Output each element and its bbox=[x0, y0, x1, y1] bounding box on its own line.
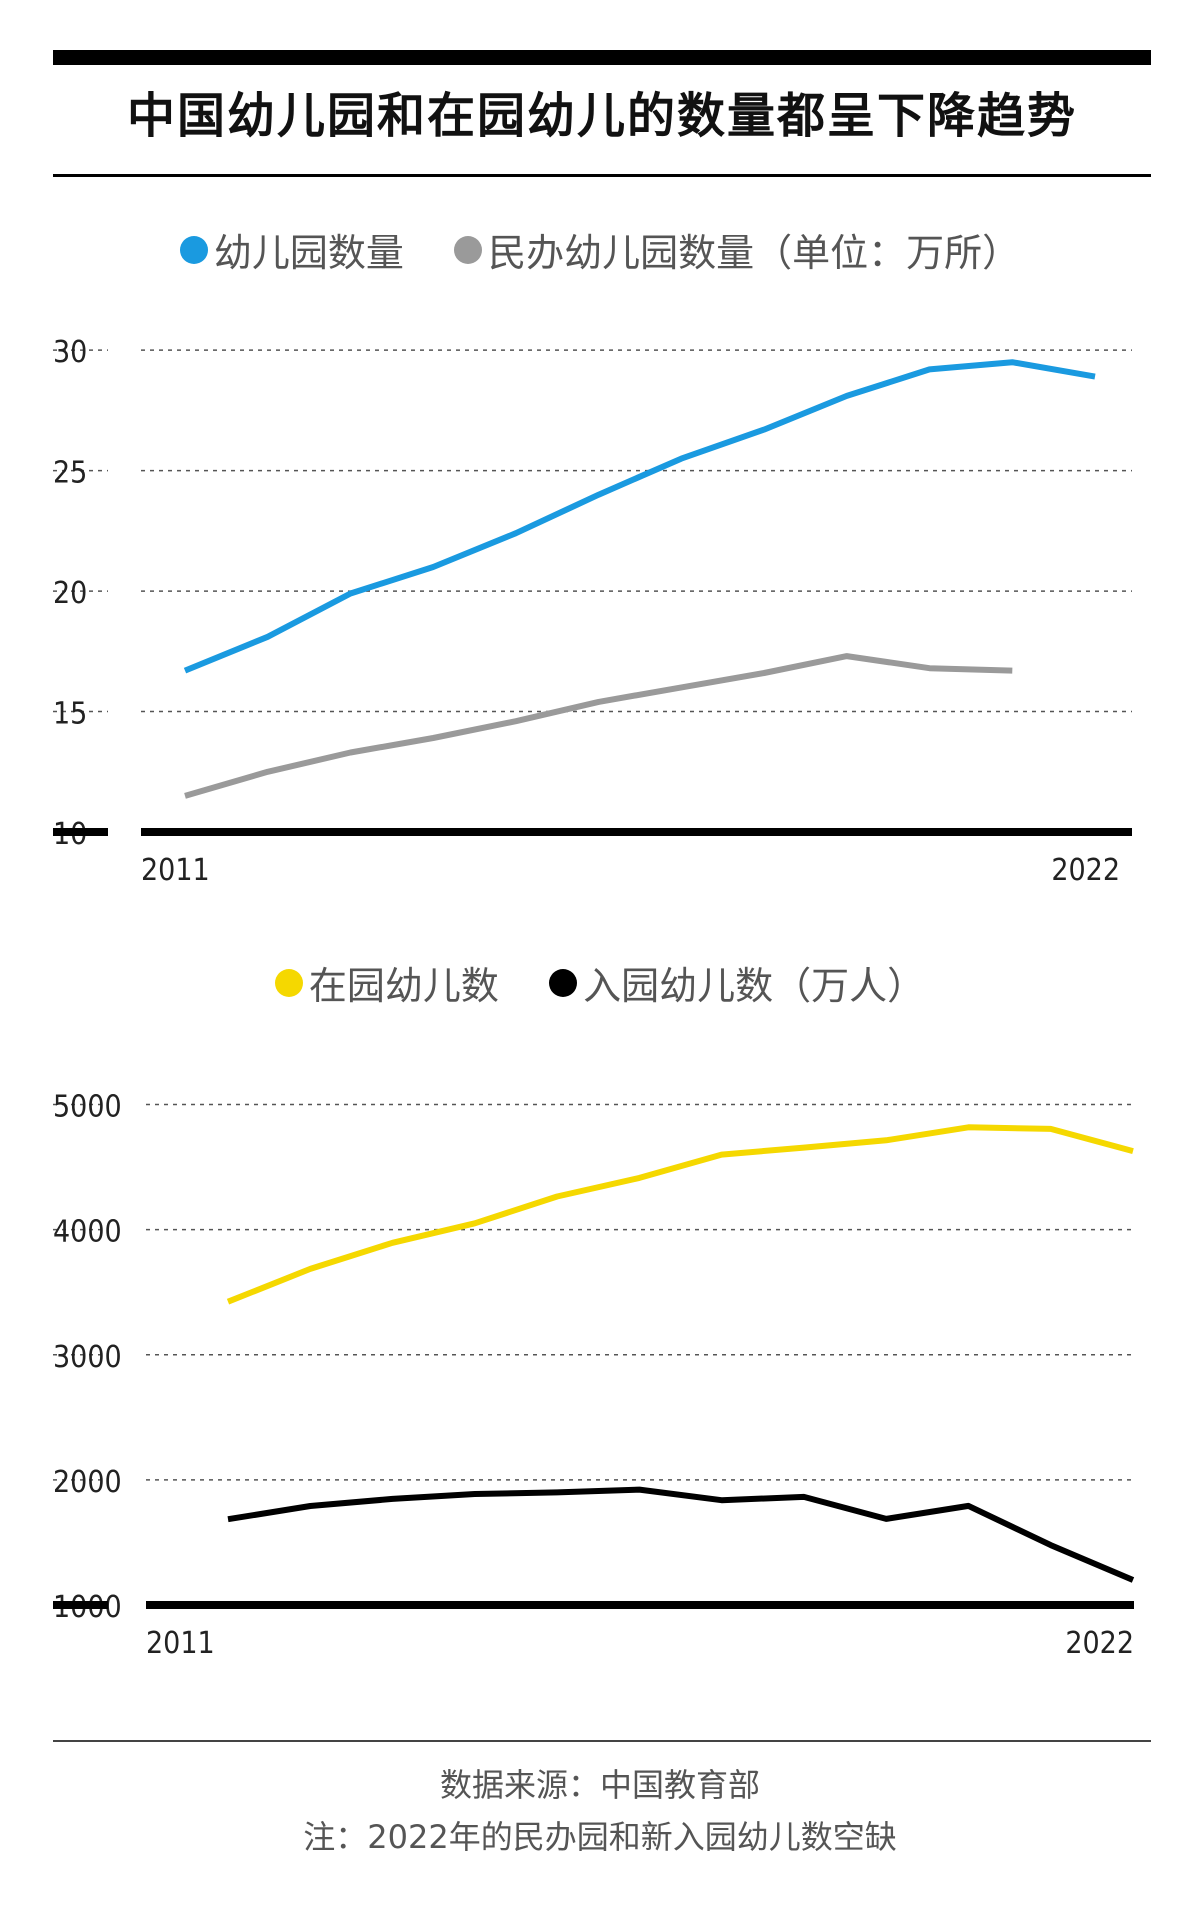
x-tick-label: 2011 bbox=[146, 1626, 215, 1661]
data-source: 数据来源：中国教育部 bbox=[439, 1766, 760, 1804]
x-tick-label: 2022 bbox=[1051, 853, 1120, 888]
y-tick-label: 5000 bbox=[53, 1090, 122, 1125]
y-tick-label: 25 bbox=[53, 456, 87, 491]
chart2-plot: 1000200030004000500020112022 bbox=[53, 1090, 1135, 1661]
title-divider bbox=[53, 174, 1151, 177]
series-line-1 bbox=[227, 1486, 1135, 1583]
unit-label: （单位：万所） bbox=[754, 231, 1021, 275]
legend-dot-yellow-icon bbox=[274, 968, 303, 997]
unit-label: （万人） bbox=[773, 964, 926, 1008]
top-thick-rule bbox=[53, 50, 1151, 65]
footnote: 注：2022年的民办园和新入园幼儿数空缺 bbox=[303, 1818, 897, 1856]
legend-dot-black-icon bbox=[549, 968, 578, 997]
series-line-0 bbox=[183, 359, 1096, 674]
y-tick-label: 30 bbox=[53, 335, 87, 370]
legend-item-new-enrolled: 入园幼儿数 （万人） bbox=[549, 955, 925, 1010]
baseline bbox=[146, 1601, 1134, 1609]
page-title: 中国幼儿园和在园幼儿的数量都呈下降趋势 bbox=[126, 88, 1077, 144]
y-tick-label: 2000 bbox=[53, 1465, 122, 1500]
series-line-1 bbox=[184, 653, 1013, 799]
chart2-legend: 在园幼儿数 入园幼儿数 （万人） bbox=[0, 955, 1200, 1010]
chart-kindergartens: 幼儿园数量 民办幼儿园数量 （单位：万所） 101520253020112022 bbox=[0, 222, 1200, 922]
baseline-left bbox=[53, 828, 108, 836]
chart1-legend: 幼儿园数量 民办幼儿园数量 （单位：万所） bbox=[0, 222, 1200, 277]
x-tick-label: 2011 bbox=[141, 853, 210, 888]
x-tick-label: 2022 bbox=[1065, 1626, 1134, 1661]
footer-divider bbox=[53, 1740, 1151, 1742]
legend-item-private-kindergartens: 民办幼儿园数量 （单位：万所） bbox=[454, 222, 1020, 277]
legend-item-enrolled: 在园幼儿数 bbox=[274, 955, 499, 1010]
y-tick-label: 4000 bbox=[53, 1215, 122, 1250]
chart1-plot: 101520253020112022 bbox=[53, 335, 1132, 888]
legend-label: 在园幼儿数 bbox=[308, 964, 499, 1008]
series-line-0 bbox=[226, 1124, 1134, 1305]
baseline-left bbox=[53, 1601, 108, 1609]
y-tick-label: 3000 bbox=[53, 1340, 122, 1375]
y-tick-label: 15 bbox=[53, 697, 87, 732]
baseline bbox=[141, 828, 1132, 836]
legend-dot-blue-icon bbox=[179, 235, 208, 264]
legend-item-kindergartens: 幼儿园数量 bbox=[179, 222, 404, 277]
legend-label: 入园幼儿数 bbox=[583, 964, 774, 1008]
legend-dot-gray-icon bbox=[454, 235, 483, 264]
legend-label: 幼儿园数量 bbox=[213, 231, 404, 275]
legend-label: 民办幼儿园数量 bbox=[488, 231, 755, 275]
chart-children: 在园幼儿数 入园幼儿数 （万人） 10002000300040005000201… bbox=[0, 955, 1200, 1675]
y-tick-label: 20 bbox=[53, 576, 87, 611]
